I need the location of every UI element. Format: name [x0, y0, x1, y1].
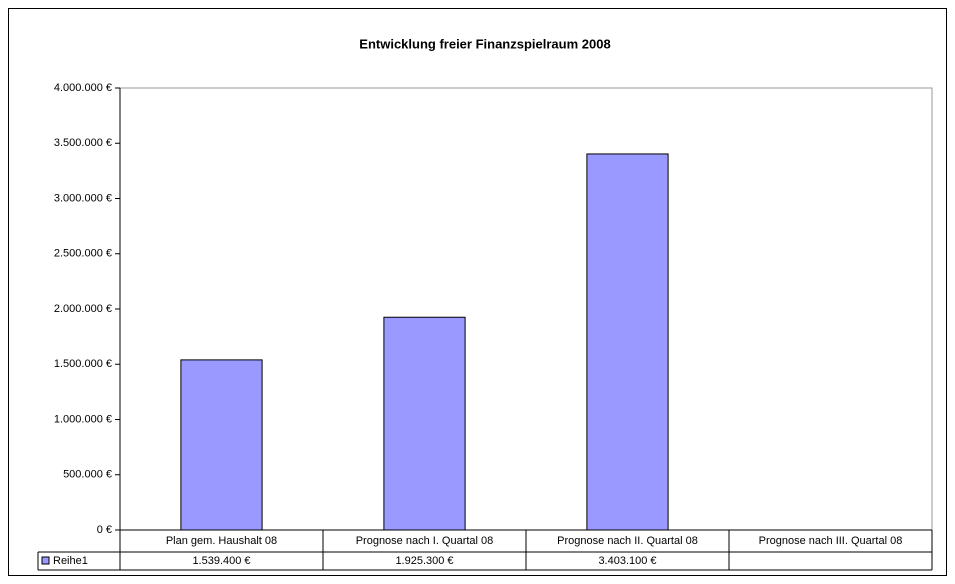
chart-border: [8, 8, 947, 576]
x-tick-label: Prognose nach I. Quartal 08: [356, 535, 494, 547]
value-label: 1.925.300 €: [395, 555, 453, 567]
y-tick-label: 0 €: [97, 524, 112, 536]
x-tick-label: Prognose nach II. Quartal 08: [557, 535, 698, 547]
bar: [383, 316, 466, 531]
y-tick-label: 2.500.000 €: [54, 248, 112, 260]
y-tick-label: 3.500.000 €: [54, 137, 112, 149]
y-tick-label: 1.000.000 €: [54, 413, 112, 425]
y-tick-label: 500.000 €: [63, 469, 112, 481]
legend-key: [41, 556, 50, 565]
y-tick-label: 4.000.000 €: [54, 82, 112, 94]
bar: [586, 153, 669, 531]
y-tick-label: 1.500.000 €: [54, 358, 112, 370]
chart-title: Entwicklung freier Finanzspielraum 2008: [359, 36, 610, 51]
y-tick-label: 2.000.000 €: [54, 303, 112, 315]
y-tick-label: 3.000.000 €: [54, 192, 112, 204]
x-tick-label: Plan gem. Haushalt 08: [166, 535, 277, 547]
x-tick-label: Prognose nach III. Quartal 08: [759, 535, 903, 547]
legend-label: Reihe1: [53, 555, 88, 567]
value-label: 3.403.100 €: [598, 555, 656, 567]
bar: [180, 359, 263, 531]
value-label: 1.539.400 €: [192, 555, 250, 567]
